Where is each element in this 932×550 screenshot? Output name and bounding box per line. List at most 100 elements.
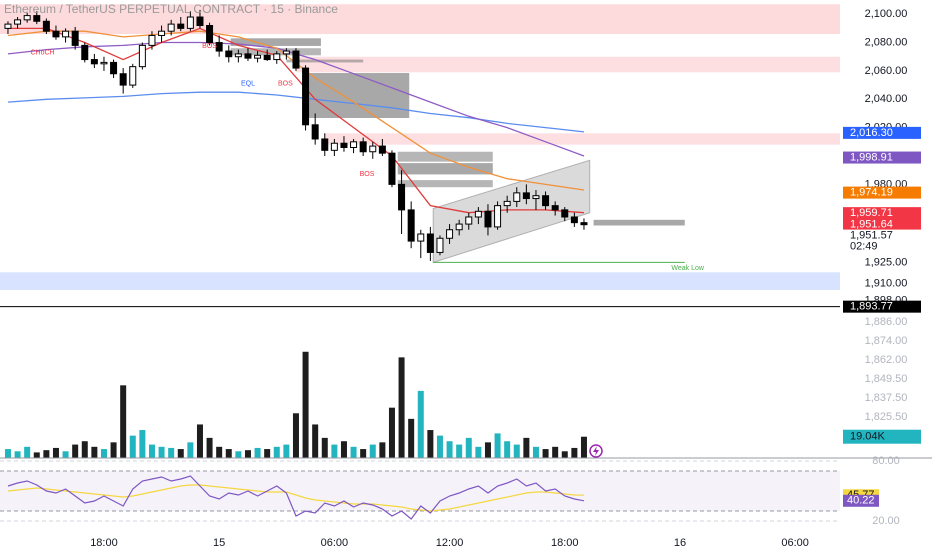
candle-body <box>570 216 578 224</box>
candle-body <box>484 210 492 228</box>
volume-scale-label: 1,862.00 <box>865 354 908 366</box>
zone <box>230 38 321 46</box>
candle-body <box>225 50 233 58</box>
volume-bar <box>81 441 88 458</box>
candle-body <box>263 54 271 61</box>
candle-body <box>340 142 348 148</box>
volume-bar <box>4 449 11 458</box>
volume-label: 19.04K <box>850 431 886 443</box>
price-label-bg <box>843 186 921 199</box>
volume-bar <box>139 430 146 458</box>
zone <box>295 56 840 73</box>
candle-body <box>215 42 223 52</box>
plot-area: CHoCH BOS EQL BOS BOS Weak Low <box>0 4 840 522</box>
volume-bar <box>465 437 472 458</box>
volume-bar <box>168 447 175 458</box>
candle-body <box>158 30 166 36</box>
volume-bar <box>379 442 386 458</box>
volume-bar <box>72 444 79 458</box>
volume-bar <box>292 413 299 458</box>
volume-bar <box>14 451 21 458</box>
volume-bar <box>417 390 424 458</box>
price-label-bg <box>843 207 921 220</box>
annotation: BOS <box>278 81 293 88</box>
candle-body <box>292 50 300 69</box>
price-labels: 19.04K45.7740.222,016.301,998.911,974.19… <box>843 127 921 507</box>
x-tick-label: 06:00 <box>781 537 809 549</box>
candle-body <box>388 152 396 185</box>
volume-bar <box>129 435 136 458</box>
rsi-ma-line <box>7 484 585 512</box>
candle-body <box>14 19 22 25</box>
volume-bar <box>456 444 463 458</box>
volume-bar <box>91 446 98 458</box>
volume-bar <box>273 446 280 458</box>
volume-bar <box>532 446 539 458</box>
volume-bar <box>24 446 31 458</box>
chart-title: Ethereum / TetherUS PERPETUAL CONTRACT ·… <box>4 2 338 16</box>
volume-bar <box>350 446 357 458</box>
price-label-bg <box>843 126 921 139</box>
volume-bar <box>436 435 443 458</box>
candle-body <box>4 23 12 29</box>
candle-body <box>71 30 79 46</box>
price-label-bg <box>843 300 921 313</box>
x-tick-label: 16 <box>674 537 686 549</box>
volume-bar <box>302 351 309 458</box>
candle-body <box>206 25 214 44</box>
volume-bar <box>321 437 328 458</box>
volume-bar <box>427 430 434 458</box>
volume-scale-label: 1,849.50 <box>865 373 908 385</box>
volume-bar <box>398 357 405 458</box>
volume-bar <box>408 418 415 458</box>
candle-body <box>244 53 252 59</box>
volume-bar <box>360 449 367 458</box>
volume-bar <box>206 437 213 458</box>
candle-body <box>186 16 194 29</box>
zone <box>230 48 321 56</box>
candle-body <box>148 34 156 46</box>
candle-body <box>302 67 310 126</box>
alert-icon-bolt <box>593 446 599 456</box>
candle-body <box>561 209 569 218</box>
volume-scale-label: 1,874.00 <box>865 335 908 347</box>
candle-body <box>417 233 425 242</box>
volume-bar <box>340 441 347 458</box>
volume-bar <box>33 452 40 458</box>
rsi-line <box>7 475 585 520</box>
volume-bar <box>580 436 587 458</box>
candle-body <box>311 124 319 140</box>
volume-bar <box>331 444 338 458</box>
price-label-bg <box>843 151 921 164</box>
volume-bar <box>523 437 530 458</box>
rsi-pane <box>0 460 840 522</box>
candle-body <box>81 44 89 61</box>
volume-bar <box>312 424 319 458</box>
candle-body <box>234 53 242 58</box>
candle-body <box>494 205 502 228</box>
volume-bar <box>235 451 242 458</box>
volume-scale-label: 1,837.50 <box>865 392 908 404</box>
countdown: 02:49 <box>850 240 878 252</box>
volume-bar <box>388 407 395 458</box>
candle-body <box>532 195 540 200</box>
candle-body <box>359 141 367 153</box>
candle-body <box>522 192 530 200</box>
zone <box>286 59 364 63</box>
candle-body <box>42 20 50 32</box>
volume-scale-label: 1,825.50 <box>865 411 908 423</box>
candle-body <box>436 237 444 253</box>
candle-body <box>330 142 338 151</box>
x-tick-label: 18:00 <box>551 537 579 549</box>
price-label: 1,951.64 <box>850 218 893 230</box>
x-tick-label: 12:00 <box>436 537 464 549</box>
volume-bar <box>484 442 491 458</box>
annotations: CHoCH BOS EQL BOS BOS Weak Low <box>30 43 704 272</box>
price-label: 1,974.19 <box>850 187 893 199</box>
zone <box>397 151 493 162</box>
volume-bar <box>158 446 165 458</box>
candle-body <box>33 15 41 22</box>
y-tick-label: 2,100.00 <box>865 8 908 20</box>
volume-bar <box>43 450 50 458</box>
